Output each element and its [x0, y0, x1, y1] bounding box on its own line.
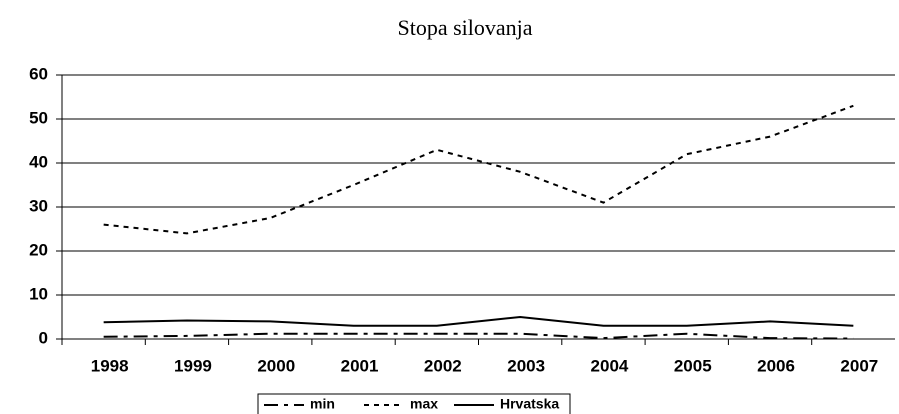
y-tick-label: 50 [29, 108, 48, 127]
x-tick-label: 1998 [91, 356, 129, 375]
y-tick-label: 40 [29, 152, 48, 171]
series-line [103, 104, 854, 235]
x-tick-label: 2007 [840, 356, 878, 375]
y-tick-label: 0 [39, 328, 48, 347]
chart-title: Stopa silovanja [397, 15, 532, 40]
x-tick-label: 2001 [341, 356, 379, 375]
legend-label: max [410, 396, 438, 412]
x-tick-label: 2005 [674, 356, 712, 375]
y-tick-label: 60 [29, 64, 48, 83]
y-tick-label: 20 [29, 240, 48, 259]
x-tick-label: 2004 [591, 356, 629, 375]
x-tick-label: 2000 [257, 356, 295, 375]
x-tick-label: 2002 [424, 356, 462, 375]
x-tick-label: 2006 [757, 356, 795, 375]
y-tick-label: 10 [29, 284, 48, 303]
series-line [103, 332, 854, 340]
legend-box [257, 393, 571, 414]
series-line [103, 315, 854, 327]
legend-label: min [310, 396, 335, 412]
x-tick-label: 1999 [174, 356, 212, 375]
x-tick-label: 2003 [507, 356, 545, 375]
legend-label: Hrvatska [500, 396, 559, 412]
y-tick-label: 30 [29, 196, 48, 215]
